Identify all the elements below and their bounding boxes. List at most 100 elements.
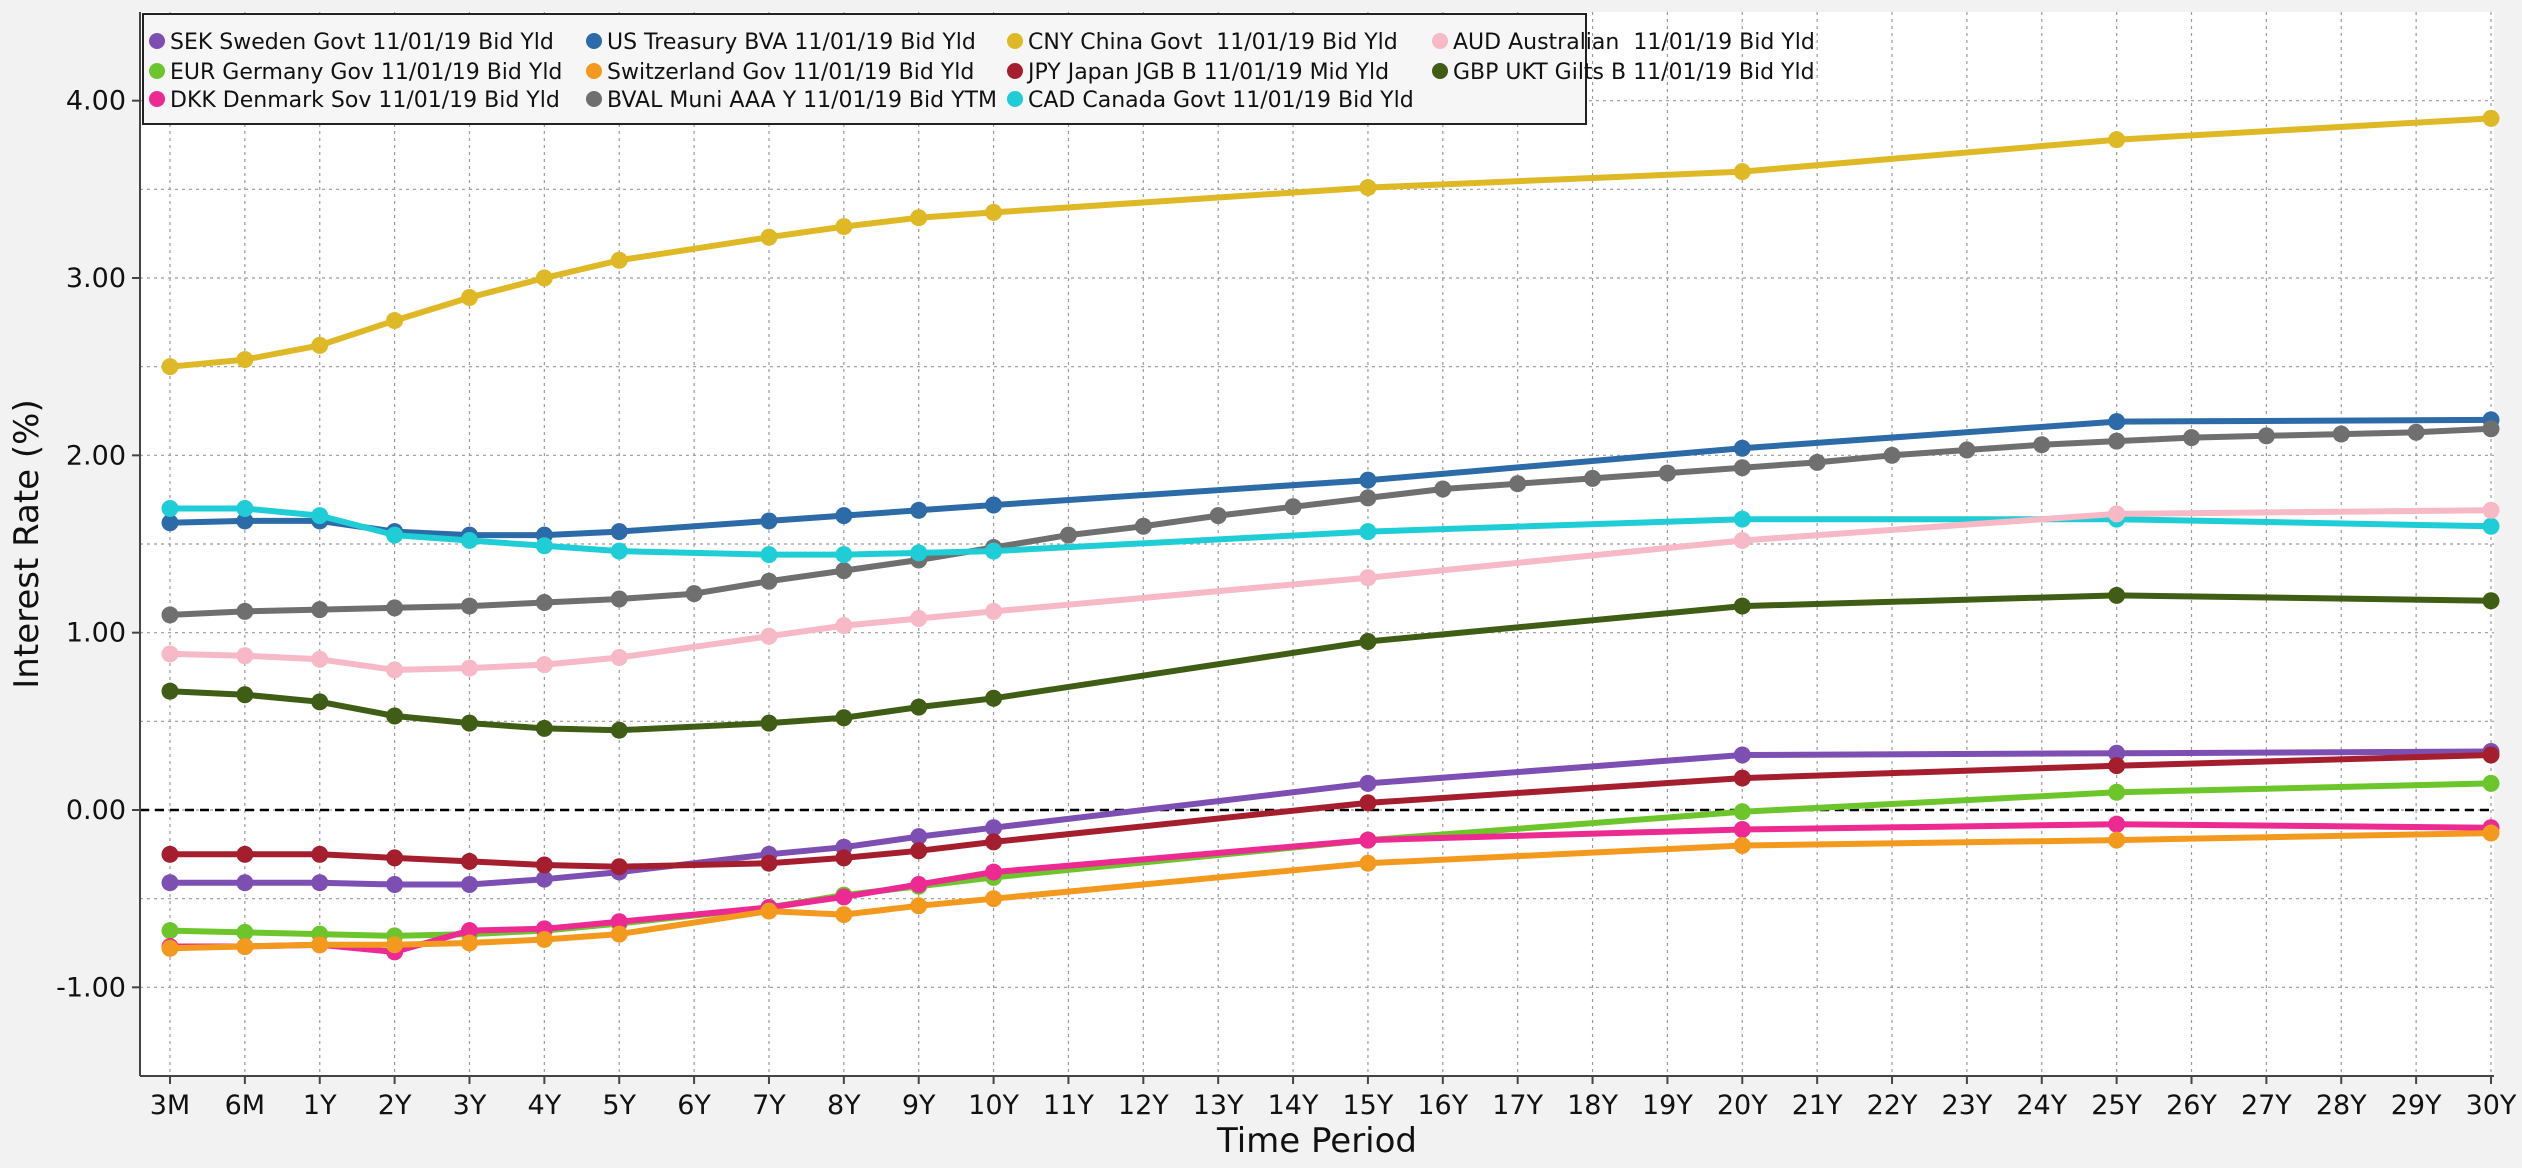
data-point <box>910 501 928 519</box>
data-point <box>910 875 928 893</box>
data-point <box>311 874 329 892</box>
data-point <box>161 922 179 940</box>
data-point <box>835 507 853 525</box>
x-tick-label: 27Y <box>2241 1090 2292 1121</box>
data-point <box>985 602 1003 620</box>
data-point <box>2108 744 2126 762</box>
data-point <box>2482 774 2500 792</box>
data-point <box>835 849 853 867</box>
y-tick-label: 2.00 <box>66 440 126 471</box>
legend-label: EUR Germany Gov 11/01/19 Bid Yld <box>170 60 562 85</box>
x-tick-label: 22Y <box>1867 1090 1918 1121</box>
data-point <box>610 648 628 666</box>
legend-label: AUD Australian 11/01/19 Bid Yld <box>1453 30 1815 55</box>
data-point <box>1359 489 1377 507</box>
data-point <box>760 902 778 920</box>
data-point <box>386 936 404 954</box>
x-tick-label: 18Y <box>1567 1090 1618 1121</box>
y-tick-label: 3.00 <box>66 263 126 294</box>
data-point <box>910 209 928 227</box>
legend-label: DKK Denmark Sov 11/01/19 Bid Yld <box>170 88 560 113</box>
y-tick-label: 0.00 <box>66 795 126 826</box>
x-tick-label: 6M <box>225 1090 265 1121</box>
data-point <box>760 854 778 872</box>
data-point <box>386 875 404 893</box>
data-point <box>985 890 1003 908</box>
x-axis-ticks: 3M 6M 1Y 2Y 3Y 4Y 5Y 6Y 7Y 8Y 9Y 10Y 11Y 12Y 13Y 14Y 15Y… <box>150 1076 2517 1121</box>
data-point <box>1733 459 1751 477</box>
data-point <box>610 925 628 943</box>
data-point <box>535 719 553 737</box>
data-point <box>386 849 404 867</box>
data-point <box>1733 769 1751 787</box>
data-point <box>236 512 254 530</box>
data-point <box>535 269 553 287</box>
data-point <box>2108 413 2126 431</box>
data-point <box>1584 469 1602 487</box>
legend-marker <box>586 33 602 49</box>
data-point <box>460 934 478 952</box>
x-tick-label: 3M <box>150 1090 190 1121</box>
data-point <box>985 203 1003 221</box>
data-point <box>1958 441 1976 459</box>
data-point <box>1733 597 1751 615</box>
data-point <box>985 542 1003 560</box>
legend-marker <box>149 33 165 49</box>
data-point <box>535 870 553 888</box>
data-point <box>386 661 404 679</box>
data-point <box>835 562 853 580</box>
data-point <box>460 875 478 893</box>
data-point <box>1808 453 1826 471</box>
data-point <box>161 682 179 700</box>
data-point <box>2108 432 2126 450</box>
data-point <box>2482 501 2500 519</box>
data-point <box>835 617 853 635</box>
y-tick-label: 4.00 <box>66 86 126 117</box>
legend-marker <box>1432 63 1448 79</box>
data-point <box>610 590 628 608</box>
legend-label: BVAL Muni AAA Y 11/01/19 Bid YTM <box>607 88 997 113</box>
data-point <box>760 714 778 732</box>
x-tick-label: 14Y <box>1268 1090 1319 1121</box>
data-point <box>1359 569 1377 587</box>
data-point <box>236 923 254 941</box>
data-point <box>1359 471 1377 489</box>
legend-marker <box>1432 33 1448 49</box>
data-point <box>2108 505 2126 523</box>
data-point <box>1733 836 1751 854</box>
data-point <box>236 845 254 863</box>
data-point <box>386 707 404 725</box>
data-point <box>1359 523 1377 541</box>
data-point <box>910 698 928 716</box>
legend-label: CNY China Govt 11/01/19 Bid Yld <box>1028 30 1398 55</box>
x-tick-label: 25Y <box>2091 1090 2142 1121</box>
x-tick-label: 1Y <box>303 1090 337 1121</box>
data-point <box>2108 586 2126 604</box>
data-point <box>760 512 778 530</box>
data-point <box>386 526 404 544</box>
data-point <box>610 721 628 739</box>
data-point <box>610 858 628 876</box>
data-point <box>236 686 254 704</box>
data-point <box>460 852 478 870</box>
x-tick-label: 4Y <box>528 1090 562 1121</box>
data-point <box>1359 794 1377 812</box>
data-point <box>910 842 928 860</box>
x-tick-label: 21Y <box>1792 1090 1843 1121</box>
data-point <box>236 938 254 956</box>
data-point <box>1509 475 1527 493</box>
legend-label: SEK Sweden Govt 11/01/19 Bid Yld <box>170 30 554 55</box>
data-point <box>535 656 553 674</box>
data-point <box>535 930 553 948</box>
data-point <box>311 336 329 354</box>
x-tick-label: 23Y <box>1941 1090 1992 1121</box>
data-point <box>161 645 179 663</box>
data-point <box>311 601 329 619</box>
y-axis-title: Interest Rate (%) <box>7 399 47 688</box>
data-point <box>610 542 628 560</box>
x-tick-label: 11Y <box>1043 1090 1094 1121</box>
x-tick-label: 28Y <box>2316 1090 2367 1121</box>
legend-marker <box>149 91 165 107</box>
data-point <box>610 251 628 269</box>
